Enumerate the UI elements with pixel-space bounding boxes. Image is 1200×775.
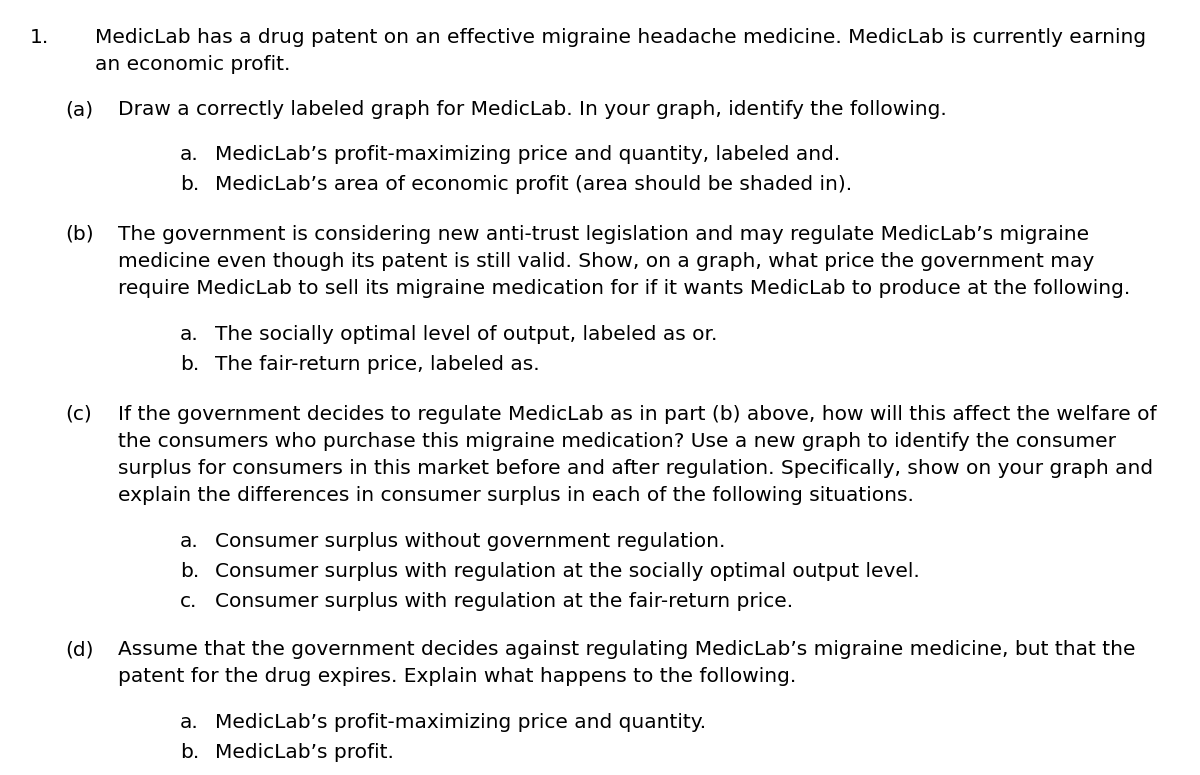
Text: Draw a correctly labeled graph for MedicLab. In your graph, identify the followi: Draw a correctly labeled graph for Medic… — [118, 100, 947, 119]
Text: Assume that the government decides against regulating MedicLab’s migraine medici: Assume that the government decides again… — [118, 640, 1135, 659]
Text: The socially optimal level of output, labeled as or.: The socially optimal level of output, la… — [215, 325, 718, 344]
Text: c.: c. — [180, 592, 197, 611]
Text: The fair-return price, labeled as.: The fair-return price, labeled as. — [215, 355, 540, 374]
Text: a.: a. — [180, 532, 199, 551]
Text: Consumer surplus with regulation at the fair-return price.: Consumer surplus with regulation at the … — [215, 592, 793, 611]
Text: patent for the drug expires. Explain what happens to the following.: patent for the drug expires. Explain wha… — [118, 667, 797, 686]
Text: explain the differences in consumer surplus in each of the following situations.: explain the differences in consumer surp… — [118, 486, 914, 505]
Text: (c): (c) — [65, 405, 91, 424]
Text: Consumer surplus with regulation at the socially optimal output level.: Consumer surplus with regulation at the … — [215, 562, 919, 581]
Text: require MedicLab to sell its migraine medication for if it wants MedicLab to pro: require MedicLab to sell its migraine me… — [118, 279, 1130, 298]
Text: (d): (d) — [65, 640, 94, 659]
Text: Consumer surplus without government regulation.: Consumer surplus without government regu… — [215, 532, 725, 551]
Text: MedicLab’s profit.: MedicLab’s profit. — [215, 743, 394, 762]
Text: The government is considering new anti-trust legislation and may regulate MedicL: The government is considering new anti-t… — [118, 225, 1090, 244]
Text: MedicLab’s area of economic profit (area should be shaded in).: MedicLab’s area of economic profit (area… — [215, 175, 852, 194]
Text: (b): (b) — [65, 225, 94, 244]
Text: b.: b. — [180, 743, 199, 762]
Text: (a): (a) — [65, 100, 94, 119]
Text: b.: b. — [180, 355, 199, 374]
Text: a.: a. — [180, 325, 199, 344]
Text: MedicLab’s profit-maximizing price and quantity, labeled and.: MedicLab’s profit-maximizing price and q… — [215, 145, 840, 164]
Text: MedicLab’s profit-maximizing price and quantity.: MedicLab’s profit-maximizing price and q… — [215, 713, 706, 732]
Text: MedicLab has a drug patent on an effective migraine headache medicine. MedicLab : MedicLab has a drug patent on an effecti… — [95, 28, 1146, 47]
Text: surplus for consumers in this market before and after regulation. Specifically, : surplus for consumers in this market bef… — [118, 459, 1153, 478]
Text: medicine even though its patent is still valid. Show, on a graph, what price the: medicine even though its patent is still… — [118, 252, 1094, 271]
Text: an economic profit.: an economic profit. — [95, 55, 290, 74]
Text: b.: b. — [180, 562, 199, 581]
Text: a.: a. — [180, 713, 199, 732]
Text: 1.: 1. — [30, 28, 49, 47]
Text: If the government decides to regulate MedicLab as in part (b) above, how will th: If the government decides to regulate Me… — [118, 405, 1157, 424]
Text: a.: a. — [180, 145, 199, 164]
Text: the consumers who purchase this migraine medication? Use a new graph to identify: the consumers who purchase this migraine… — [118, 432, 1116, 451]
Text: b.: b. — [180, 175, 199, 194]
